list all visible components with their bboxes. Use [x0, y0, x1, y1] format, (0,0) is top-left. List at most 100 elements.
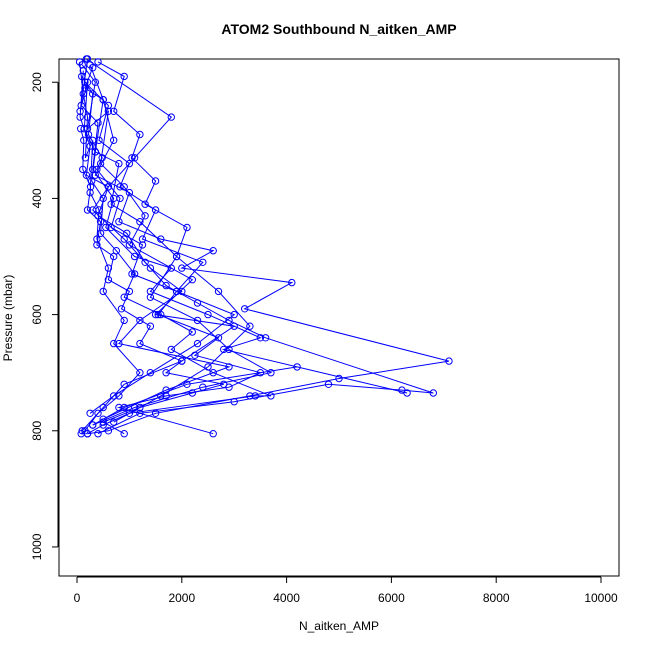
series-line: [86, 58, 231, 420]
data-point: [125, 241, 134, 249]
data-point: [110, 107, 118, 116]
data-point: [191, 351, 199, 359]
data-point: [110, 339, 118, 348]
data-point: [136, 369, 144, 377]
data-point: [136, 403, 144, 412]
series-11: [81, 78, 238, 417]
data-point: [267, 369, 275, 377]
data-point: [167, 345, 176, 354]
data-point: [83, 430, 92, 438]
data-point: [241, 305, 249, 313]
data-point: [115, 218, 123, 226]
data-point: [214, 334, 223, 342]
data-point: [86, 142, 94, 150]
data-point: [120, 430, 128, 438]
data-point: [178, 264, 186, 272]
y-tick-label: 1000: [30, 533, 44, 560]
data-point: [120, 316, 128, 325]
data-point: [120, 235, 128, 243]
x-tick-label: 8000: [483, 591, 510, 605]
data-point: [154, 310, 162, 319]
data-point: [141, 258, 149, 266]
series-line: [79, 70, 434, 435]
x-tick-label: 2000: [168, 591, 195, 605]
data-point: [104, 264, 113, 272]
data-point: [116, 183, 124, 191]
data-point: [209, 369, 217, 377]
data-point: [80, 136, 88, 145]
data-point: [76, 113, 84, 121]
plot-frame: [58, 58, 620, 577]
data-point: [84, 130, 93, 139]
series-line: [79, 61, 141, 435]
x-tick-label: 0: [74, 591, 81, 605]
y-tick-label: 800: [30, 420, 44, 440]
data-point: [125, 159, 134, 168]
data-point: [225, 345, 233, 354]
data-point: [225, 363, 233, 371]
x-tick-label: 4000: [273, 591, 300, 605]
data-point: [99, 287, 107, 296]
data-point: [246, 322, 254, 330]
data-point: [146, 322, 155, 330]
data-point: [178, 357, 186, 365]
data-point: [146, 293, 155, 301]
data-point: [204, 310, 212, 319]
data-point: [76, 107, 84, 116]
data-point: [115, 403, 123, 412]
data-point: [125, 287, 134, 296]
data-point: [136, 218, 144, 226]
data-point: [104, 427, 113, 435]
data-point: [104, 101, 113, 110]
data-point: [167, 113, 176, 121]
data-point: [130, 270, 139, 278]
data-point: [162, 392, 170, 400]
data-point: [188, 389, 197, 397]
series-12: [77, 125, 228, 438]
series-line: [79, 82, 272, 435]
data-point: [151, 177, 160, 185]
data-point: [193, 316, 202, 325]
series-line: [81, 76, 262, 435]
y-tick-label: 600: [30, 304, 44, 324]
data-point: [214, 287, 223, 296]
data-point: [98, 154, 106, 162]
data-point: [183, 380, 191, 388]
data-point: [128, 270, 136, 278]
data-point: [120, 293, 128, 301]
x-axis-label: N_aitken_AMP: [299, 619, 379, 633]
data-point: [162, 386, 170, 394]
data-point: [120, 380, 128, 388]
data-point: [162, 369, 170, 377]
y-axis-label: Pressure (mbar): [1, 275, 15, 362]
series-line: [97, 61, 251, 423]
data-point: [146, 369, 155, 377]
data-point: [146, 264, 155, 272]
data-point: [107, 200, 115, 208]
y-tick-label: 200: [30, 72, 44, 92]
data-point: [79, 165, 87, 174]
data-point: [209, 247, 217, 255]
data-point: [398, 386, 406, 394]
data-point: [107, 223, 115, 232]
x-tick-label: 6000: [378, 591, 405, 605]
data-point: [117, 305, 126, 313]
data-point: [141, 212, 149, 220]
y-tick-label: 400: [30, 188, 44, 208]
x-tick-label: 10000: [584, 591, 618, 605]
data-point: [115, 159, 123, 168]
data-point: [220, 345, 228, 354]
data-point: [86, 409, 94, 417]
data-point: [95, 136, 103, 145]
data-point: [125, 188, 134, 197]
series-6: [94, 58, 254, 426]
data-point: [324, 380, 333, 388]
data-point: [104, 276, 113, 284]
data-point: [178, 287, 186, 296]
data-point: [110, 392, 118, 400]
data-point: [86, 183, 95, 191]
data-point: [130, 154, 139, 162]
data-point: [261, 334, 270, 342]
data-point: [293, 363, 301, 371]
